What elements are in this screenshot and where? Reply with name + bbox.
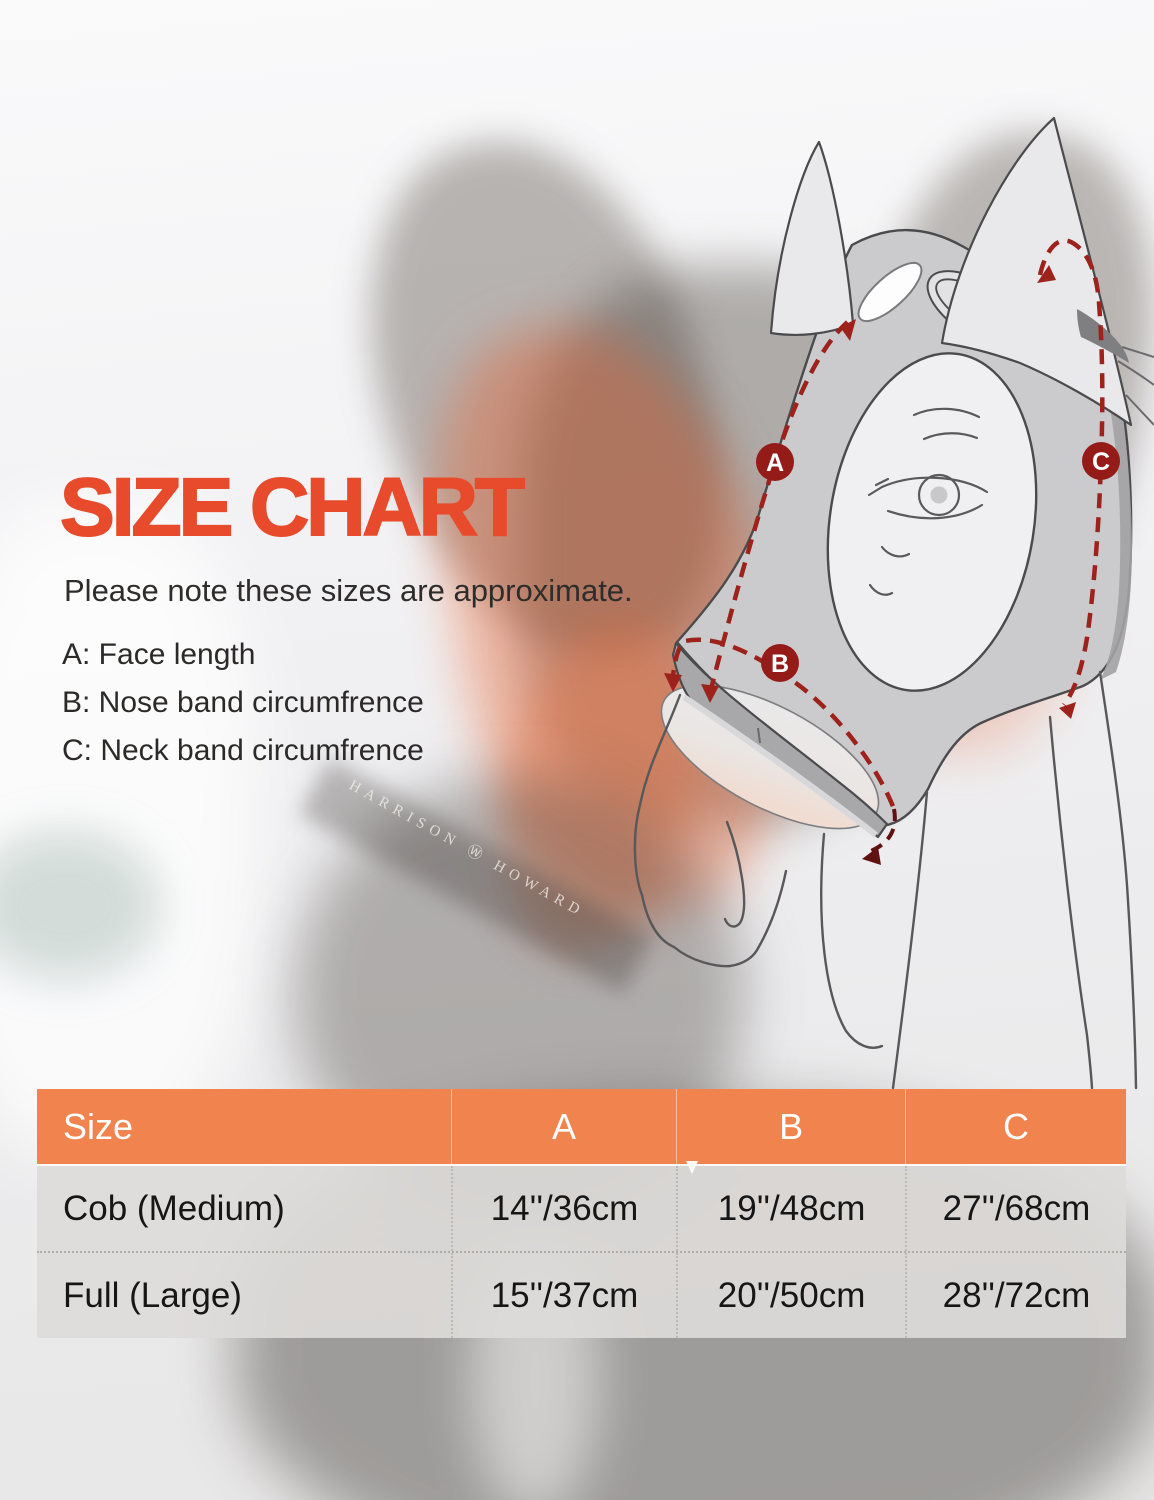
svg-text:C: C <box>1092 448 1110 476</box>
column-header-b: B <box>676 1089 905 1164</box>
table-row: Cob (Medium) 14''/36cm 19''/48cm 27''/68… <box>37 1164 1126 1251</box>
size-name-cell: Cob (Medium) <box>63 1188 285 1228</box>
marker-b: B <box>761 644 799 682</box>
measurement-cell: 14''/36cm <box>450 1166 676 1251</box>
strap-lines <box>1117 346 1154 426</box>
measure-line-a <box>707 318 852 694</box>
svg-text:B: B <box>771 650 789 678</box>
nose-band <box>660 641 889 839</box>
fly-mask-diagram: A B C <box>633 116 1154 1090</box>
arrowheads <box>664 265 1076 865</box>
cursor-artifact <box>686 1161 698 1174</box>
eye-drawing <box>867 407 989 596</box>
hook-arrow <box>862 847 881 865</box>
legend-item-c: C: Neck band circumfrence <box>62 734 424 767</box>
measurement-cell: 20''/50cm <box>676 1253 905 1338</box>
measurement-legend: A: Face length B: Nose band circumfrence… <box>62 631 424 775</box>
bg-teal-smudge <box>0 830 160 980</box>
column-header-a: A <box>450 1089 676 1164</box>
table-header-row: Size A B C <box>37 1089 1126 1164</box>
subtitle: Please note these sizes are approximate. <box>64 573 633 608</box>
muzzle-line-art <box>633 693 929 1090</box>
measurement-cell: 28''/72cm <box>904 1253 1126 1338</box>
legend-item-a: A: Face length <box>62 638 256 671</box>
marker-a: A <box>756 443 794 481</box>
neck-line-art <box>1048 670 1138 1090</box>
column-header-size: Size <box>63 1105 134 1147</box>
measurement-cell: 27''/68cm <box>904 1166 1126 1251</box>
table-row: Full (Large) 15''/37cm 20''/50cm 28''/72… <box>37 1251 1126 1338</box>
left-ear <box>769 140 855 336</box>
measure-line-c <box>1037 238 1105 707</box>
size-name-cell: Full (Large) <box>63 1275 242 1315</box>
svg-text:A: A <box>766 449 784 477</box>
measure-line-b-end <box>865 808 897 855</box>
column-header-c: C <box>904 1089 1126 1164</box>
legend-item-b: B: Nose band circumfrence <box>62 686 424 719</box>
measurement-cell: 19''/48cm <box>676 1166 905 1251</box>
brow-opening <box>857 262 923 322</box>
marker-c: C <box>1082 442 1120 480</box>
right-ear <box>940 116 1133 427</box>
bg-light-area <box>0 500 260 1160</box>
size-table: Size A B C Cob (Medium) 14''/36cm 19''/4… <box>37 1089 1126 1338</box>
eye-opening <box>826 352 1038 692</box>
measurement-cell: 15''/37cm <box>450 1253 676 1338</box>
page-title: SIZE CHART <box>59 462 526 553</box>
